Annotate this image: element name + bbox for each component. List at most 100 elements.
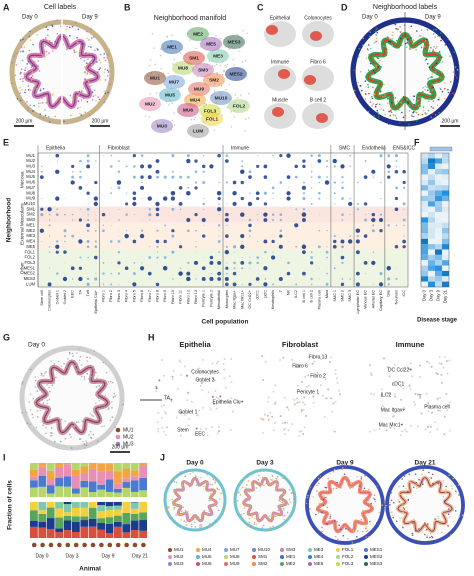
cell-dot: [305, 415, 307, 417]
cell-dot: [71, 447, 73, 449]
cell-dot: [194, 116, 196, 118]
cell-dot: [244, 130, 246, 132]
cell-dot: [409, 481, 412, 484]
cell-dot: [280, 526, 283, 528]
cell-dot: [409, 474, 411, 476]
cell-dot: [212, 478, 215, 481]
cluster-label: MU1: [150, 75, 160, 81]
cell-dot: [262, 524, 265, 527]
cell-dot: [442, 366, 445, 369]
enrichment-dot: [86, 229, 90, 232]
cell-dot: [87, 52, 89, 54]
cell-dot: [319, 384, 322, 387]
manifold-cluster: [159, 88, 181, 102]
heatmap-cell: [435, 228, 442, 234]
stacked-bar: [88, 468, 97, 482]
cell-dot: [27, 107, 29, 109]
cell-dot: [171, 498, 174, 501]
cell-dot: [187, 417, 190, 420]
cell-dot: [271, 520, 273, 522]
stacked-bar: [105, 523, 114, 534]
stacked-bar: [30, 510, 38, 521]
cell-dot: [416, 393, 419, 396]
enrichment-dot: [341, 197, 344, 200]
cell-dot: [21, 46, 23, 48]
enrichment-dot: [64, 273, 66, 274]
manifold-cluster: [187, 27, 209, 41]
enrichment-dot: [387, 175, 391, 179]
cell-dot: [419, 485, 421, 487]
enrichment-dot: [326, 241, 328, 242]
cell-dot: [288, 498, 291, 501]
enrichment-dot: [286, 191, 291, 196]
enrichment-dot: [387, 170, 390, 174]
cell-dot: [103, 101, 106, 103]
cell-dot: [158, 379, 161, 382]
enrichment-dot: [149, 278, 151, 280]
cell-dot: [368, 92, 370, 95]
heatmap-cell: [435, 233, 442, 239]
heatmap-cell: [421, 244, 428, 250]
cell-dot: [208, 499, 210, 502]
enrichment-dot: [110, 283, 113, 286]
cell-dot: [19, 92, 22, 94]
stacked-bar: [139, 512, 147, 521]
thumbnail-label: Immune: [271, 59, 289, 65]
cell-dot: [430, 535, 433, 538]
cell-dot: [36, 405, 38, 407]
cell-dot: [392, 415, 394, 418]
enrichment-dot: [256, 256, 259, 259]
cell-dot: [364, 93, 367, 95]
enrichment-dot: [186, 217, 191, 223]
cell-dot: [316, 371, 319, 374]
cluster-label: SM2: [209, 77, 219, 83]
cell-dot: [338, 524, 341, 526]
cell-dot: [24, 91, 26, 94]
cell-dot: [26, 63, 29, 65]
enrichment-dot: [225, 282, 229, 287]
cell-dot: [31, 65, 34, 67]
enrichment-dot: [318, 229, 321, 232]
cell-dot: [230, 381, 233, 384]
cell-dot: [425, 58, 428, 60]
enrichment-dot: [140, 185, 145, 190]
cell-dot: [155, 390, 158, 393]
legend-swatch: [252, 548, 256, 552]
cell-dot: [418, 96, 420, 99]
enrichment-dot: [241, 219, 243, 221]
cell-dot: [190, 118, 193, 121]
cell-dot: [89, 73, 91, 75]
enrichment-dot: [263, 218, 268, 222]
cell-dot: [73, 364, 76, 367]
enrichment-dot: [172, 278, 174, 280]
stacked-bar: [63, 504, 72, 513]
cell-dot: [303, 364, 305, 367]
enrichment-dot: [79, 175, 82, 179]
cell-dot: [373, 74, 375, 76]
cell-dot: [68, 47, 71, 50]
legend-swatch: [308, 548, 312, 552]
enrichment-dot: [186, 175, 190, 179]
cell-dot: [400, 516, 403, 519]
column-label: Fibro 11: [179, 290, 183, 304]
cell-dot: [95, 371, 97, 374]
enrichment-dot: [178, 245, 183, 249]
cell-dot: [215, 407, 218, 410]
stacked-bar: [63, 520, 72, 531]
enrichment-dot: [371, 217, 376, 223]
cell-dot: [212, 476, 214, 479]
cell-dot: [387, 392, 390, 395]
cell-dot: [423, 45, 425, 47]
cell-dot: [79, 438, 81, 441]
cell-dot: [380, 518, 383, 521]
cell-dot: [180, 411, 183, 414]
enrichment-dot: [302, 164, 306, 169]
mucosa-edge: [397, 477, 453, 532]
cell-dot: [282, 509, 285, 511]
cell-dot: [43, 374, 45, 377]
cell-dot: [433, 45, 436, 48]
cell-dot: [29, 70, 32, 73]
cell-dot: [204, 371, 207, 374]
animal-marker: [31, 542, 37, 548]
heatmap-cell: [421, 190, 428, 196]
